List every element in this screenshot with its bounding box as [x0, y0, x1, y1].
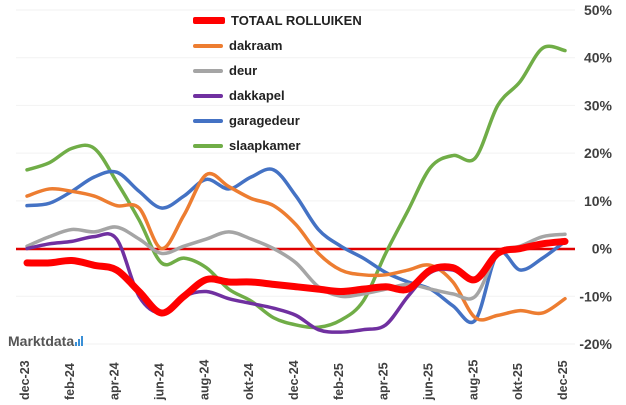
x-tick-label: okt-24 [242, 363, 256, 400]
y-tick-label: 50% [584, 2, 613, 18]
legend-label: garagedeur [229, 113, 300, 128]
y-tick-label: 0% [592, 241, 613, 257]
series-line-garagedeur [25, 167, 567, 325]
y-axis: 50% 40% 30% 20% 10% 0% -10% -20% [579, 2, 612, 352]
legend-label: dakkapel [229, 88, 285, 103]
series-line-dakraam [25, 171, 567, 322]
x-tick-label: apr-25 [377, 362, 391, 400]
series-line-deur [25, 225, 567, 301]
series-line-totaal-rolluiken [23, 237, 569, 317]
legend-swatch [193, 17, 225, 24]
x-tick-label: dec-25 [556, 360, 570, 400]
legend-item-deur: deur [193, 58, 362, 83]
x-tick-label: feb-25 [332, 363, 346, 400]
legend-swatch [193, 68, 223, 73]
logo-text: Marktdata [8, 333, 75, 349]
legend-swatch [193, 118, 223, 123]
y-tick-label: -10% [579, 288, 612, 304]
legend-label: TOTAAL ROLLUIKEN [231, 13, 362, 28]
series-line-slaapkamer [25, 44, 567, 330]
legend-label: deur [229, 63, 258, 78]
legend-item-dakkapel: dakkapel [193, 83, 362, 108]
x-axis: dec-23 feb-24 apr-24 jun-24 aug-24 okt-24 dec-… [18, 360, 570, 401]
x-tick-label: aug-24 [197, 360, 211, 400]
legend-swatch [193, 93, 223, 98]
x-tick-label: aug-25 [466, 360, 480, 400]
x-tick-label: dec-23 [18, 360, 32, 400]
y-tick-label: 10% [584, 193, 613, 209]
legend-swatch [193, 143, 223, 148]
legend-item-slaapkamer: slaapkamer [193, 133, 362, 158]
logo-bars-icon [75, 336, 84, 346]
x-tick-label: apr-24 [108, 362, 122, 400]
legend-item-dakraam: dakraam [193, 33, 362, 58]
legend-item-garagedeur: garagedeur [193, 108, 362, 133]
y-tick-label: 30% [584, 97, 613, 113]
x-tick-label: okt-25 [511, 363, 525, 400]
legend: TOTAAL ROLLUIKEN dakraam deur dakkapel g… [193, 8, 362, 158]
legend-swatch [193, 43, 223, 48]
y-tick-label: -20% [579, 336, 612, 352]
y-tick-label: 40% [584, 50, 613, 66]
x-tick-label: jun-24 [153, 363, 167, 401]
x-tick-label: jun-25 [422, 363, 436, 401]
y-tick-label: 20% [584, 145, 613, 161]
legend-item-totaal: TOTAAL ROLLUIKEN [193, 8, 362, 33]
series-lines [23, 44, 569, 334]
marktdata-logo: Marktdata [8, 333, 84, 349]
x-tick-label: dec-24 [287, 360, 301, 400]
legend-label: dakraam [229, 38, 283, 53]
legend-label: slaapkamer [229, 138, 301, 153]
x-tick-label: feb-24 [63, 363, 77, 400]
